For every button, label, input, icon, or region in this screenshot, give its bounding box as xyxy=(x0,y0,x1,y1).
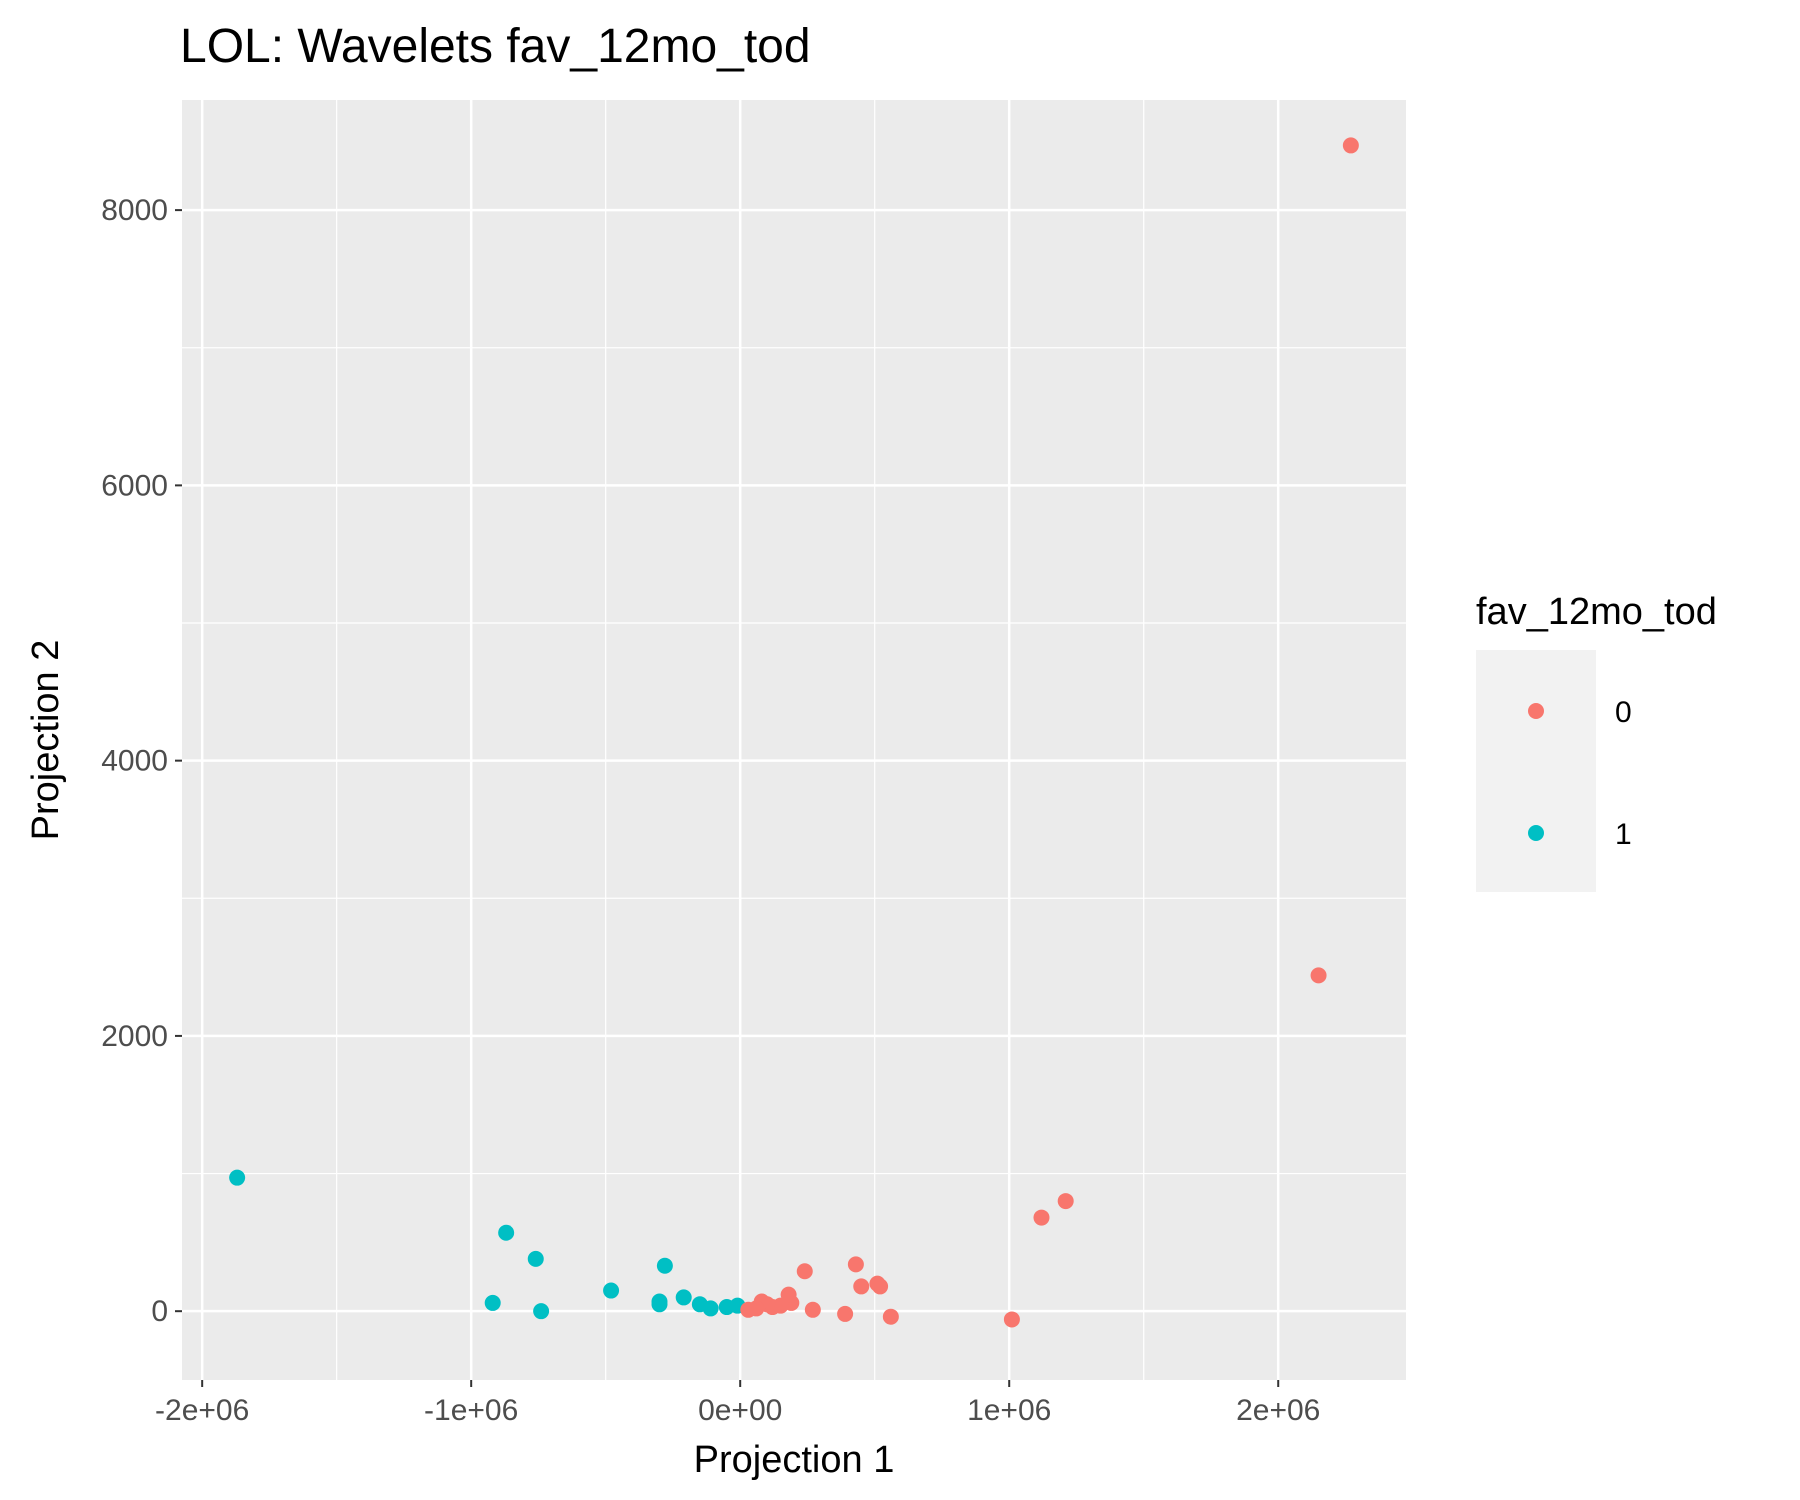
chart-title: LOL: Wavelets fav_12mo_tod xyxy=(180,20,811,73)
legend-key-0 xyxy=(1528,703,1544,719)
legend-key-1 xyxy=(1528,825,1544,841)
data-point-series-1 xyxy=(533,1303,550,1320)
data-point-series-0 xyxy=(847,1256,864,1273)
y-tick-label: 4000 xyxy=(101,745,168,778)
y-axis: 0 2000 4000 6000 8000 xyxy=(101,194,182,1328)
data-point-series-0 xyxy=(869,1275,886,1292)
data-point-series-0 xyxy=(1310,967,1327,984)
y-tick-label: 6000 xyxy=(101,469,168,502)
y-tick-label: 0 xyxy=(151,1295,168,1328)
data-point-series-0 xyxy=(796,1263,813,1280)
major-gridlines xyxy=(182,100,1406,1380)
legend-label-1: 1 xyxy=(1615,818,1632,851)
x-tick-label: -2e+06 xyxy=(155,1394,249,1427)
x-axis-title: Projection 1 xyxy=(694,1439,895,1481)
data-point-series-0 xyxy=(1033,1209,1050,1226)
legend-title: fav_12mo_tod xyxy=(1476,591,1717,633)
x-tick-label: -1e+06 xyxy=(424,1394,518,1427)
plot-panel xyxy=(182,100,1406,1380)
data-point-series-1 xyxy=(651,1296,668,1313)
y-tick-label: 8000 xyxy=(101,194,168,227)
data-point-series-0 xyxy=(1003,1311,1020,1328)
data-point-series-0 xyxy=(1342,137,1359,154)
data-point-series-1 xyxy=(484,1294,501,1311)
x-axis: -2e+06 -1e+06 0e+00 1e+06 2e+06 xyxy=(155,1380,1320,1427)
x-tick-label: 1e+06 xyxy=(967,1394,1051,1427)
y-tick-label: 2000 xyxy=(101,1020,168,1053)
x-tick-label: 2e+06 xyxy=(1236,1394,1320,1427)
data-point-series-0 xyxy=(780,1286,797,1303)
data-point-series-0 xyxy=(740,1301,757,1318)
data-point-series-0 xyxy=(837,1305,854,1322)
x-tick-label: 0e+00 xyxy=(698,1394,782,1427)
data-point-series-1 xyxy=(675,1289,692,1306)
data-point-series-1 xyxy=(603,1282,620,1299)
legend-key-background xyxy=(1476,650,1596,892)
minor-gridlines xyxy=(182,100,1406,1380)
data-point-series-1 xyxy=(527,1250,544,1267)
data-point-series-0 xyxy=(1057,1193,1074,1210)
data-point-series-1 xyxy=(229,1169,246,1186)
data-point-series-0 xyxy=(882,1308,899,1325)
data-point-series-0 xyxy=(804,1301,821,1318)
data-point-series-1 xyxy=(656,1257,673,1274)
y-axis-title: Projection 2 xyxy=(25,640,67,841)
legend: fav_12mo_tod 0 1 xyxy=(1476,591,1717,892)
data-point-series-1 xyxy=(498,1224,515,1241)
data-point-series-0 xyxy=(853,1278,870,1295)
legend-label-0: 0 xyxy=(1615,696,1632,729)
data-point-series-1 xyxy=(702,1300,719,1317)
data-points xyxy=(229,137,1359,1328)
